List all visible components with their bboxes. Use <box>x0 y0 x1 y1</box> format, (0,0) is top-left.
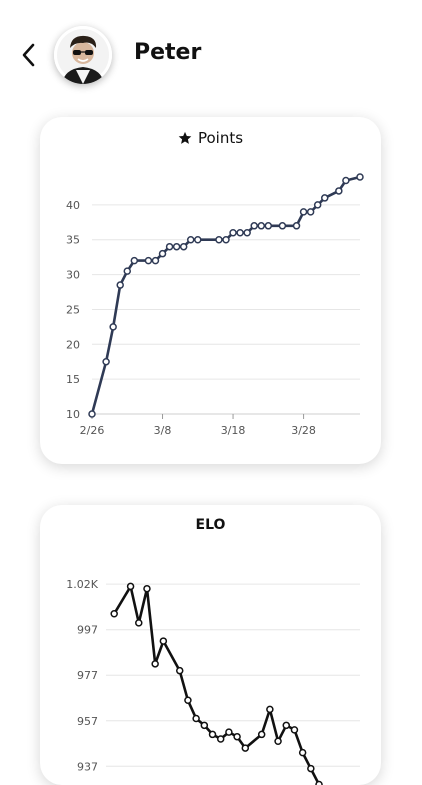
user-avatar-photo <box>54 26 112 84</box>
points-data-point <box>356 173 364 181</box>
elo-chart: 937 957 977 997 1.02K <box>66 578 360 785</box>
points-data-point <box>229 229 237 237</box>
points-data-point <box>264 222 273 230</box>
points-x-tick-label: 3/18 <box>221 424 246 437</box>
elo-chart-title: ELO <box>195 517 226 533</box>
elo-chart-card: ELO 937 957 977 997 1.02K <box>40 505 381 785</box>
points-y-tick-label: 15 <box>66 373 80 386</box>
elo-data-point <box>151 660 159 668</box>
points-data-point <box>116 281 124 289</box>
elo-data-point <box>282 721 291 730</box>
points-data-point <box>165 242 174 251</box>
elo-data-point <box>126 582 135 591</box>
points-chart-title: Points <box>197 129 244 147</box>
elo-data-point <box>175 666 184 675</box>
points-data-point <box>320 194 329 202</box>
points-data-point <box>172 242 181 251</box>
elo-y-tick-label: 1.02K <box>66 578 98 591</box>
points-data-point <box>215 235 223 244</box>
points-data-point <box>186 235 195 244</box>
points-data-point <box>222 235 230 244</box>
points-data-point <box>342 176 350 185</box>
elo-data-point <box>266 705 274 714</box>
elo-data-point <box>159 637 168 645</box>
points-data-point <box>130 256 139 265</box>
points-chart-title-row: Points <box>40 129 381 147</box>
points-data-point <box>88 410 96 418</box>
points-y-tick-label: 30 <box>66 269 80 282</box>
elo-data-point <box>290 726 299 734</box>
elo-data-point <box>184 696 192 705</box>
points-data-point <box>313 201 322 209</box>
points-y-tick-label: 10 <box>66 408 80 421</box>
points-x-tick-label: 3/8 <box>154 424 172 437</box>
points-y-tick-label: 35 <box>66 234 80 247</box>
elo-y-tick-label: 937 <box>77 760 98 773</box>
points-data-point <box>236 229 244 237</box>
points-data-point <box>123 267 132 275</box>
elo-data-point <box>241 744 250 752</box>
elo-data-point <box>200 721 209 730</box>
points-chart-card: Points 10 15 20 25 30 35 40 2/26 3/8 3/18 3/28 <box>40 117 381 464</box>
elo-data-point <box>208 730 217 739</box>
elo-data-point <box>143 584 151 593</box>
elo-data-point <box>298 748 307 757</box>
elo-data-point <box>216 735 225 743</box>
points-x-tick-label: 2/26 <box>80 424 105 437</box>
elo-y-tick-label: 997 <box>77 624 98 637</box>
points-x-tick-label: 3/28 <box>291 424 316 437</box>
elo-data-point <box>225 728 233 736</box>
back-button[interactable] <box>14 40 44 70</box>
elo-data-point <box>135 619 143 627</box>
elo-data-point <box>315 780 323 785</box>
points-y-tick-label: 40 <box>66 199 80 212</box>
elo-data-point <box>307 764 315 773</box>
points-y-tick-label: 25 <box>66 303 80 316</box>
chevron-left-icon <box>22 43 35 67</box>
points-data-point <box>292 222 301 230</box>
points-data-point <box>278 222 287 230</box>
points-data-point <box>144 256 153 265</box>
points-data-point <box>250 222 258 230</box>
points-data-point <box>194 235 202 244</box>
points-chart: 10 15 20 25 30 35 40 2/26 3/8 3/18 3/28 <box>66 173 364 437</box>
points-data-point <box>306 208 315 216</box>
elo-y-tick-label: 977 <box>77 669 98 682</box>
elo-series-line <box>113 585 321 785</box>
points-data-point <box>243 229 251 237</box>
elo-data-point <box>192 714 200 723</box>
points-data-point <box>102 357 110 366</box>
points-data-point <box>158 249 167 258</box>
points-data-point <box>257 222 266 230</box>
avatar[interactable] <box>54 26 112 84</box>
points-y-tick-label: 20 <box>66 338 80 351</box>
points-data-point <box>151 256 160 265</box>
points-data-point <box>299 208 308 216</box>
points-data-point <box>335 187 343 195</box>
points-data-point <box>179 242 188 251</box>
star-icon <box>178 131 192 144</box>
elo-y-tick-label: 957 <box>77 715 98 728</box>
elo-data-point <box>274 737 282 745</box>
elo-data-point <box>257 730 266 739</box>
points-series-line <box>90 175 361 415</box>
elo-data-point <box>233 732 241 741</box>
elo-data-point <box>110 610 118 618</box>
points-data-point <box>109 323 117 331</box>
user-name: Peter <box>134 40 202 65</box>
profile-header: Peter <box>0 0 422 112</box>
